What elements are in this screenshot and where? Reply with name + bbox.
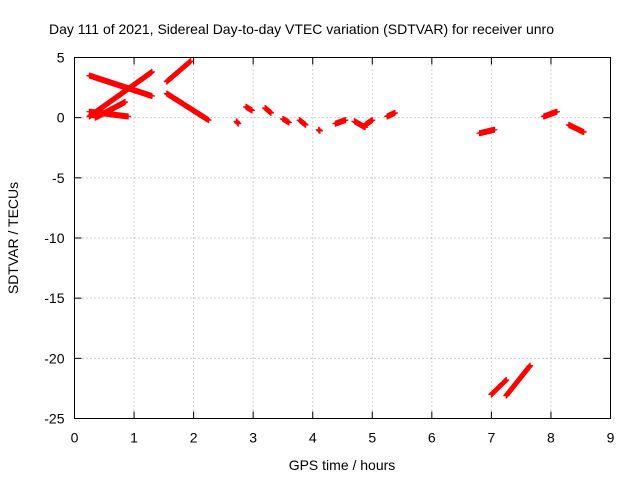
x-tick-label: 2 <box>190 430 198 446</box>
x-tick-label: 6 <box>428 430 436 446</box>
y-tick-label: 0 <box>57 110 65 126</box>
data-point-plus-marks <box>262 105 274 116</box>
data-point-plus-marks <box>362 117 376 128</box>
chart-title: Day 111 of 2021, Sidereal Day-to-day VTE… <box>49 21 554 37</box>
data-point-plus-marks <box>351 118 369 131</box>
plot-frame <box>74 57 611 419</box>
y-tick-label: -15 <box>44 290 64 306</box>
axis-ticks: 0 1 2 3 4 5 6 7 8 9 5 0 -5 -10 -15 -20 -25 <box>44 50 614 446</box>
grid-lines <box>74 57 611 419</box>
x-tick-label: 4 <box>309 430 317 446</box>
x-tick-label: 0 <box>71 430 79 446</box>
data-point-plus-marks <box>163 58 194 85</box>
data-point-plus-marks <box>565 121 587 136</box>
data-point-plus-marks <box>92 99 129 121</box>
x-tick-label: 3 <box>249 430 257 446</box>
data-point-plus-marks <box>233 118 242 127</box>
x-tick-label: 5 <box>368 430 376 446</box>
y-tick-label: -5 <box>52 170 65 186</box>
data-point-plus-marks <box>279 115 292 126</box>
data-point-plus-marks <box>243 103 255 114</box>
y-axis-label: SDTVAR / TECUs <box>5 182 21 294</box>
data-series <box>86 58 587 399</box>
x-axis-label: GPS time / hours <box>289 457 396 473</box>
data-point-plus-marks <box>476 126 498 137</box>
x-tick-label: 9 <box>607 430 615 446</box>
y-tick-label: -10 <box>44 230 64 246</box>
data-point-plus-marks <box>488 377 510 398</box>
data-point-plus-marks <box>296 117 309 128</box>
y-tick-label: -20 <box>44 350 64 366</box>
data-point-plus-marks <box>540 108 560 120</box>
data-point-plus-marks <box>163 90 212 124</box>
x-tick-label: 8 <box>547 430 555 446</box>
y-tick-label: 5 <box>57 50 65 66</box>
x-tick-label: 1 <box>130 430 138 446</box>
data-point-plus-marks <box>315 126 323 134</box>
data-point-plus-marks <box>332 117 349 127</box>
data-point-plus-marks <box>384 109 398 120</box>
y-tick-label: -25 <box>44 411 64 427</box>
x-tick-label: 7 <box>487 430 495 446</box>
data-point-plus-marks <box>503 362 534 399</box>
